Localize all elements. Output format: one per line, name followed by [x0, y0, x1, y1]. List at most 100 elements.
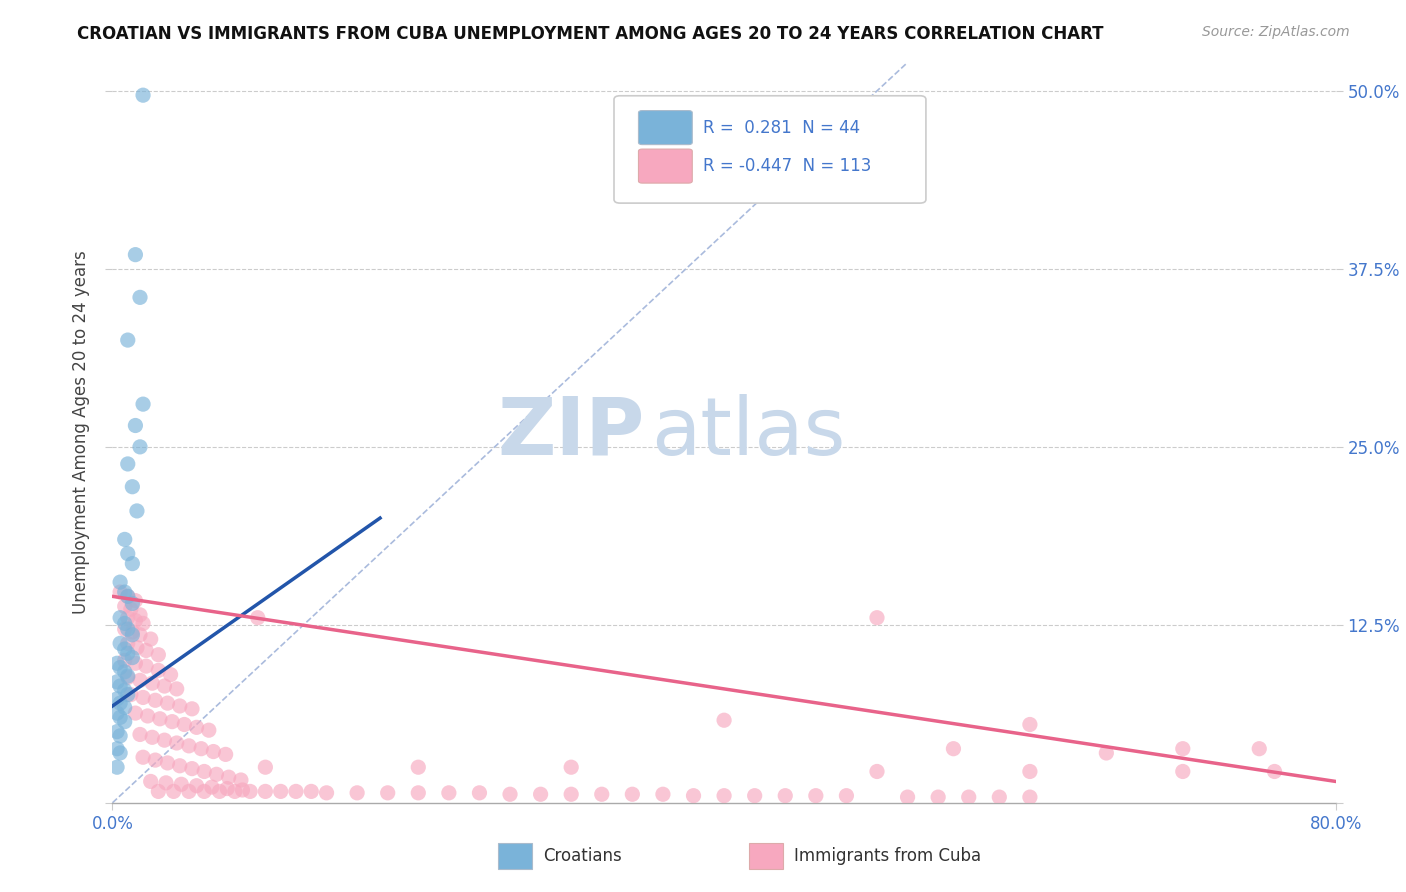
Point — [214, 747, 236, 762]
Point — [143, 693, 166, 707]
Point — [166, 736, 188, 750]
Point — [437, 786, 460, 800]
Point — [1095, 746, 1118, 760]
Point — [108, 610, 131, 624]
Point — [804, 789, 827, 803]
Text: R =  0.281  N = 44: R = 0.281 N = 44 — [703, 119, 860, 136]
Point — [148, 664, 170, 678]
Point — [121, 557, 143, 571]
Text: Croatians: Croatians — [543, 847, 621, 865]
Point — [1171, 764, 1194, 779]
Point — [114, 533, 136, 547]
Point — [1018, 717, 1040, 731]
Point — [108, 585, 131, 599]
Point — [1264, 764, 1286, 779]
Point — [125, 504, 148, 518]
Point — [530, 787, 553, 801]
Point — [713, 713, 735, 727]
Point — [114, 622, 136, 636]
Bar — [498, 843, 531, 869]
Point — [129, 290, 152, 304]
Point — [124, 614, 146, 628]
Point — [114, 714, 136, 729]
Point — [254, 784, 277, 798]
Point — [108, 575, 131, 590]
Point — [229, 772, 252, 787]
Point — [114, 683, 136, 698]
Point — [155, 776, 177, 790]
Point — [217, 781, 239, 796]
Point — [141, 676, 163, 690]
Point — [170, 777, 193, 791]
Point — [114, 642, 136, 657]
Point — [202, 745, 225, 759]
Point — [201, 780, 224, 794]
Point — [315, 786, 337, 800]
Point — [224, 784, 246, 798]
Point — [652, 787, 675, 801]
Point — [198, 723, 221, 738]
Point — [117, 590, 139, 604]
Point — [408, 760, 430, 774]
Point — [499, 787, 522, 801]
Point — [169, 698, 191, 713]
Point — [135, 643, 157, 657]
Point — [988, 790, 1011, 805]
Point — [208, 784, 231, 798]
Point — [957, 790, 980, 805]
Point — [132, 88, 155, 103]
Point — [114, 599, 136, 614]
Point — [132, 690, 155, 705]
Point — [682, 789, 704, 803]
Point — [108, 746, 131, 760]
Point — [927, 790, 949, 805]
Point — [560, 787, 582, 801]
Point — [143, 753, 166, 767]
Point — [166, 681, 188, 696]
Point — [114, 585, 136, 599]
Point — [121, 624, 143, 639]
Point — [299, 784, 322, 798]
FancyBboxPatch shape — [614, 95, 927, 203]
Point — [129, 440, 152, 454]
Point — [897, 790, 920, 805]
Point — [621, 787, 644, 801]
Point — [117, 547, 139, 561]
Point — [108, 696, 131, 710]
Point — [124, 593, 146, 607]
Point — [190, 741, 212, 756]
Point — [239, 784, 262, 798]
Point — [105, 706, 128, 720]
Text: ZIP: ZIP — [498, 393, 644, 472]
Point — [177, 784, 200, 798]
Point — [560, 760, 582, 774]
Bar — [748, 843, 783, 869]
Point — [125, 640, 148, 655]
Point — [117, 622, 139, 636]
Point — [1249, 741, 1271, 756]
Point — [121, 650, 143, 665]
Text: atlas: atlas — [651, 393, 845, 472]
Point — [105, 657, 128, 671]
Point — [105, 724, 128, 739]
Point — [149, 712, 172, 726]
Point — [163, 784, 186, 798]
Point — [231, 783, 253, 797]
FancyBboxPatch shape — [638, 111, 692, 145]
Point — [186, 720, 208, 734]
FancyBboxPatch shape — [638, 149, 692, 183]
Point — [135, 659, 157, 673]
Point — [108, 636, 131, 650]
Point — [153, 733, 176, 747]
Point — [1018, 764, 1040, 779]
Point — [114, 700, 136, 714]
Point — [169, 758, 191, 772]
Point — [105, 760, 128, 774]
Point — [177, 739, 200, 753]
Point — [117, 646, 139, 660]
Point — [117, 610, 139, 624]
Point — [117, 671, 139, 685]
Point — [124, 247, 146, 261]
Point — [270, 784, 292, 798]
Y-axis label: Unemployment Among Ages 20 to 24 years: Unemployment Among Ages 20 to 24 years — [72, 251, 90, 615]
